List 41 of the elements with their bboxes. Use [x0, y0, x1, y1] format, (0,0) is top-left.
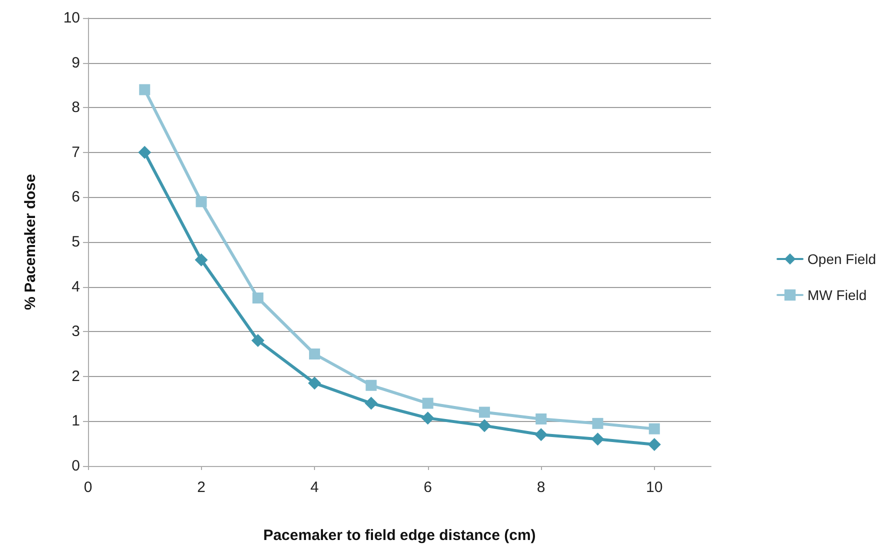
y-tick-label: 4 — [72, 278, 80, 296]
y-tick-label: 3 — [72, 323, 80, 340]
y-tick-label: 10 — [63, 10, 80, 26]
legend-label: Open Field — [808, 251, 876, 267]
x-tick-label: 2 — [197, 479, 206, 496]
y-tick-label: 1 — [72, 412, 80, 430]
x-tick-label: 6 — [424, 479, 432, 496]
y-tick-label: 6 — [72, 188, 80, 206]
point — [364, 396, 378, 410]
x-tick-label: 10 — [646, 479, 663, 496]
point — [139, 84, 150, 96]
point — [591, 432, 604, 446]
point — [648, 423, 660, 434]
legend-label: MW Field — [808, 287, 867, 303]
point — [366, 380, 377, 391]
y-tick-label: 8 — [72, 99, 80, 116]
point — [478, 419, 491, 432]
x-tick-label: 4 — [310, 479, 319, 496]
point — [138, 146, 152, 159]
y-axis-title: % Pacemaker dose — [22, 174, 39, 310]
point — [536, 413, 547, 424]
point — [308, 376, 322, 390]
x-tick-label: 8 — [536, 479, 546, 496]
point — [251, 334, 264, 348]
y-tick-label: 7 — [72, 144, 80, 161]
y-tick-label: 2 — [72, 368, 80, 385]
point — [252, 292, 264, 304]
point — [422, 398, 434, 409]
x-tick-label: 0 — [84, 479, 92, 496]
y-tick-label: 5 — [72, 234, 80, 250]
x-axis-title: Pacemaker to field edge distance (cm) — [263, 527, 536, 544]
y-tick-label: 0 — [72, 458, 80, 474]
point — [534, 428, 548, 442]
y-tick-label: 9 — [72, 54, 80, 72]
point — [478, 406, 490, 418]
point — [194, 253, 208, 266]
point — [196, 196, 207, 208]
point — [648, 438, 661, 451]
point — [309, 348, 320, 360]
point — [592, 418, 604, 429]
point — [421, 412, 434, 425]
